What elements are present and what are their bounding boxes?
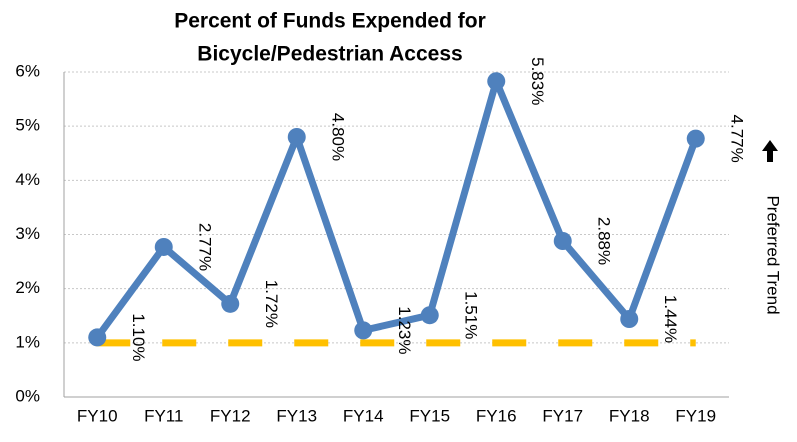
data-label: 4.80% bbox=[328, 113, 347, 161]
y-tick-label: 4% bbox=[15, 170, 40, 189]
data-label: 4.77% bbox=[727, 115, 746, 163]
x-tick-label: FY19 bbox=[675, 406, 716, 425]
x-tick-label: FY16 bbox=[476, 406, 517, 425]
data-point bbox=[287, 128, 306, 146]
data-label: 1.72% bbox=[262, 280, 281, 328]
data-label: 2.88% bbox=[594, 217, 613, 265]
chart-title: Percent of Funds Expended for bbox=[174, 10, 486, 33]
x-tick-label: FY11 bbox=[144, 406, 183, 425]
y-tick-label: 6% bbox=[15, 61, 40, 80]
x-tick-label: FY13 bbox=[276, 406, 317, 425]
y-tick-label: 5% bbox=[15, 116, 40, 135]
y-tick-label: 3% bbox=[15, 224, 40, 243]
x-tick-label: FY17 bbox=[542, 406, 583, 425]
trend-arrow bbox=[762, 140, 778, 162]
y-tick-label: 0% bbox=[15, 386, 40, 405]
x-tick-label: FY15 bbox=[409, 406, 450, 425]
data-label: 2.77% bbox=[195, 223, 214, 271]
x-tick-label: FY14 bbox=[343, 406, 384, 425]
data-point bbox=[420, 306, 439, 325]
data-label: 1.44% bbox=[661, 295, 680, 343]
x-tick-label: FY10 bbox=[77, 406, 118, 425]
x-tick-label: FY12 bbox=[210, 406, 251, 425]
annotation: Preferred Trend bbox=[764, 195, 783, 314]
data-point bbox=[686, 129, 705, 148]
data-point bbox=[620, 310, 639, 328]
data-point bbox=[354, 321, 373, 340]
data-label: 1.23% bbox=[395, 306, 414, 354]
data-point bbox=[553, 232, 572, 250]
data-label: 1.10% bbox=[129, 313, 148, 361]
data-point bbox=[221, 294, 240, 313]
data-label: 1.51% bbox=[461, 291, 480, 339]
y-tick-label: 1% bbox=[15, 332, 40, 351]
data-point bbox=[88, 328, 107, 347]
data-label: 5.83% bbox=[528, 57, 547, 105]
data-point bbox=[487, 72, 506, 91]
series-line bbox=[94, 77, 700, 340]
chart-title: Bicycle/Pedestrian Access bbox=[197, 43, 462, 66]
data-point bbox=[154, 237, 173, 256]
x-tick-label: FY18 bbox=[609, 406, 650, 425]
y-tick-label: 2% bbox=[15, 278, 40, 297]
